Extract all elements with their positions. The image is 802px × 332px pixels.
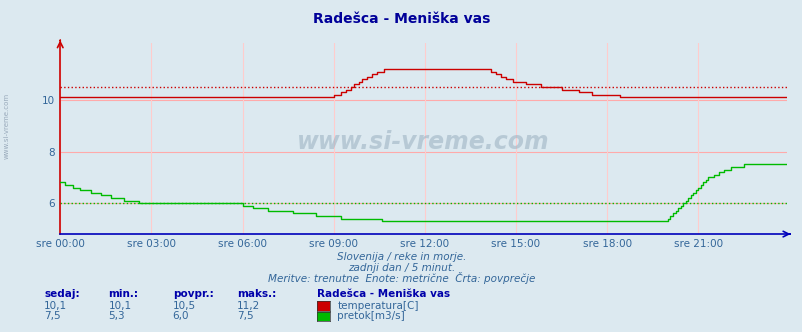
Text: sedaj:: sedaj: [44, 289, 79, 299]
Text: 10,5: 10,5 [172, 301, 196, 311]
Text: temperatura[C]: temperatura[C] [337, 301, 418, 311]
Text: 7,5: 7,5 [44, 311, 61, 321]
Text: 10,1: 10,1 [108, 301, 132, 311]
Text: pretok[m3/s]: pretok[m3/s] [337, 311, 404, 321]
Text: zadnji dan / 5 minut.: zadnji dan / 5 minut. [347, 263, 455, 273]
Text: 10,1: 10,1 [44, 301, 67, 311]
Text: 5,3: 5,3 [108, 311, 125, 321]
Text: Radešca - Meniška vas: Radešca - Meniška vas [313, 12, 489, 26]
Text: www.si-vreme.com: www.si-vreme.com [297, 130, 549, 154]
Text: Radešca - Meniška vas: Radešca - Meniška vas [317, 289, 450, 299]
Text: 7,5: 7,5 [237, 311, 253, 321]
Text: 6,0: 6,0 [172, 311, 189, 321]
Text: 11,2: 11,2 [237, 301, 260, 311]
Text: povpr.:: povpr.: [172, 289, 213, 299]
Text: maks.:: maks.: [237, 289, 276, 299]
Text: min.:: min.: [108, 289, 138, 299]
Text: www.si-vreme.com: www.si-vreme.com [3, 93, 10, 159]
Text: Slovenija / reke in morje.: Slovenija / reke in morje. [336, 252, 466, 262]
Text: Meritve: trenutne  Enote: metrične  Črta: povprečje: Meritve: trenutne Enote: metrične Črta: … [268, 272, 534, 284]
